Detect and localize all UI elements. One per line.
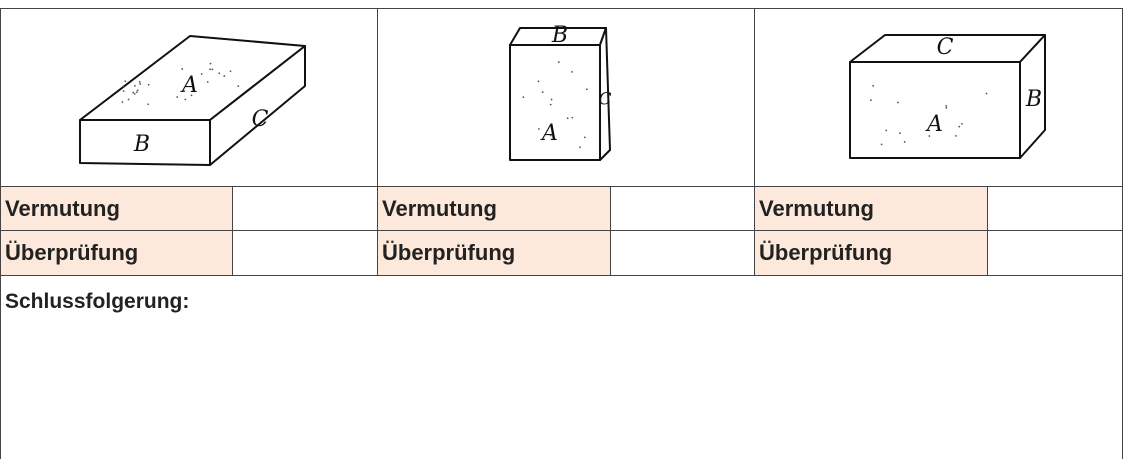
stipple (958, 125, 961, 128)
stipple (549, 103, 552, 106)
brick-drawing: A C B (849, 34, 1046, 159)
stipple (182, 90, 185, 92)
stipple (538, 128, 540, 130)
stipple (211, 68, 214, 71)
stipple (903, 141, 906, 143)
stipple (945, 106, 948, 109)
face-label: A (540, 121, 558, 146)
stipple (139, 83, 142, 85)
stipple (147, 83, 150, 86)
face-label: B (551, 23, 568, 48)
stipple (954, 134, 957, 137)
stipple (928, 135, 931, 137)
stipple (206, 81, 209, 83)
stipple (122, 85, 125, 87)
face-label: B (1025, 87, 1042, 112)
row-label: Überprüfung (754, 230, 988, 276)
stipple (880, 143, 883, 146)
stipple (537, 80, 540, 83)
stipple (127, 98, 130, 101)
face-label: A (925, 112, 943, 137)
stipple (541, 91, 544, 94)
drawings: A B C A B C A C B (79, 23, 1046, 166)
stipple (147, 103, 150, 106)
row-label: Vermutung (377, 186, 611, 231)
stipple (184, 98, 187, 101)
stipple (138, 81, 141, 83)
stipple (583, 136, 586, 139)
stipple (549, 134, 552, 137)
row-label: Vermutung (754, 186, 988, 231)
row-label: Überprüfung (377, 230, 611, 276)
stipple (566, 117, 569, 120)
face-label: B (133, 132, 150, 157)
stipple (897, 101, 899, 104)
brick-drawing: A B C (79, 35, 306, 166)
stipple (985, 92, 988, 95)
stipple (872, 84, 875, 87)
stipple (135, 91, 138, 94)
stipple (557, 61, 560, 64)
stipple (122, 90, 125, 93)
image-cell (0, 8, 378, 186)
stipple (945, 104, 948, 107)
stipple (124, 80, 127, 83)
stipple (176, 96, 179, 98)
answer-cell (610, 230, 755, 276)
stipple (579, 146, 581, 149)
face-label: C (937, 35, 954, 60)
face (509, 44, 601, 161)
stipple (223, 75, 226, 77)
brick-drawing: A B C (509, 23, 612, 161)
stipple (898, 132, 901, 135)
answer-cell (987, 186, 1123, 231)
stipple (132, 91, 135, 94)
stipple (134, 84, 136, 87)
stipple (961, 122, 963, 125)
stipple (870, 99, 872, 102)
stipple (181, 68, 184, 70)
stipple (121, 101, 124, 103)
stipple (209, 62, 212, 65)
face-label: C (252, 107, 269, 132)
answer-cell (987, 230, 1123, 276)
stipple (585, 88, 588, 91)
stipple (133, 93, 136, 95)
row-label: Vermutung (0, 186, 233, 231)
stipple (209, 68, 212, 71)
face-label: C (598, 90, 611, 110)
stipple (218, 72, 221, 75)
stipple (522, 96, 525, 99)
stipple (229, 70, 232, 73)
face (849, 61, 1021, 159)
stipple (571, 116, 574, 119)
stipple (190, 94, 193, 97)
stipple (200, 73, 203, 75)
stipple (550, 98, 553, 101)
stipple (136, 89, 139, 92)
row-label: Überprüfung (0, 230, 233, 276)
stipple (885, 129, 888, 132)
conclusion: Schlussfolgerung: (0, 275, 1123, 459)
face-label: A (180, 73, 198, 98)
face (79, 119, 211, 166)
stipple (571, 70, 573, 73)
answer-cell (610, 186, 755, 231)
answer-cell (232, 230, 378, 276)
answer-cell (232, 186, 378, 231)
stipple (237, 85, 240, 88)
image-cell (377, 8, 755, 186)
